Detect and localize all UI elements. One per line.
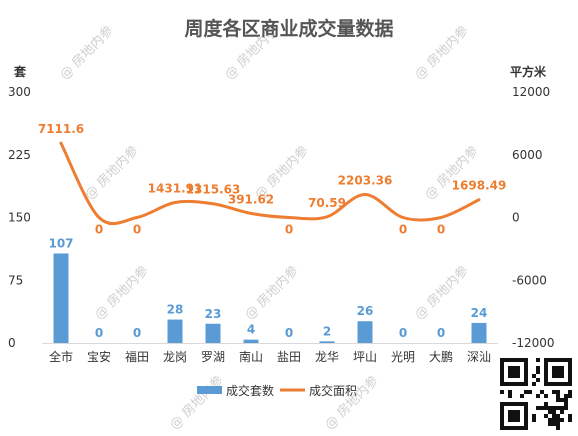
watermark-text: @ 房地内参 — [167, 373, 227, 433]
bar-value-label: 0 — [399, 326, 407, 340]
watermark-text: @ 房地内参 — [412, 263, 472, 323]
bar-龙岗 — [167, 319, 183, 343]
right-tick-label: -6000 — [512, 273, 547, 287]
right-tick-label: 0 — [512, 211, 520, 225]
line-value-label: 0 — [95, 223, 103, 237]
category-label: 坪山 — [353, 350, 377, 364]
right-tick-label: 12000 — [512, 85, 550, 99]
bar-value-label: 4 — [247, 323, 255, 337]
right-axis-unit: 平方米 — [510, 64, 547, 79]
left-axis-unit: 套 — [13, 64, 27, 79]
bar-value-label: 2 — [323, 324, 331, 338]
category-label: 龙华 — [315, 350, 339, 364]
bar-value-label: 0 — [95, 326, 103, 340]
bar-南山 — [243, 339, 259, 343]
bar-value-label: 0 — [437, 326, 445, 340]
bar-深汕 — [471, 322, 487, 343]
line-value-label: 0 — [437, 223, 445, 237]
line-value-label: 2203.36 — [338, 173, 393, 187]
left-tick-label: 300 — [8, 85, 31, 99]
category-label: 光明 — [391, 350, 415, 364]
category-label: 盐田 — [277, 350, 301, 364]
legend: 成交套数 成交面积 — [197, 383, 357, 398]
left-tick-label: 0 — [8, 336, 16, 350]
area-series-line — [59, 141, 481, 226]
category-label: 龙岗 — [163, 350, 187, 364]
bar-value-label: 26 — [357, 304, 374, 318]
right-tick-label: -12000 — [512, 336, 555, 350]
bar-value-label: 107 — [48, 236, 73, 250]
bar-value-label: 24 — [471, 306, 488, 320]
legend-line-label: 成交面积 — [309, 383, 357, 398]
line-value-label: 0 — [133, 223, 141, 237]
chart-title: 周度各区商业成交量数据 — [184, 17, 393, 40]
category-label: 全市 — [49, 349, 73, 364]
line-value-label: 0 — [399, 223, 407, 237]
category-label: 罗湖 — [201, 349, 225, 364]
watermark-text: @ 房地内参 — [412, 23, 472, 83]
legend-bar-label: 成交套数 — [226, 383, 274, 398]
bar-value-label: 0 — [133, 326, 141, 340]
category-label: 福田 — [125, 349, 149, 364]
left-tick-label: 150 — [8, 211, 31, 225]
line-value-label: 391.62 — [228, 192, 274, 206]
bar-罗湖 — [205, 323, 221, 343]
category-label: 宝安 — [87, 349, 111, 364]
watermark-text: @ 房地内参 — [92, 263, 152, 323]
bar-龙华 — [319, 341, 335, 343]
watermark-text: @ 房地内参 — [322, 373, 382, 433]
line-value-label: 0 — [285, 223, 293, 237]
bar-全市 — [53, 253, 69, 343]
left-tick-label: 75 — [8, 273, 23, 287]
category-label: 大鹏 — [429, 350, 453, 364]
watermark-text: @ 房地内参 — [242, 263, 302, 323]
watermark-text: @ 房地内参 — [82, 143, 142, 203]
right-tick-label: 6000 — [512, 148, 543, 162]
line-value-label: 1431.91 — [148, 182, 203, 196]
line-value-label: 1698.49 — [452, 179, 507, 193]
bar-坪山 — [357, 321, 373, 343]
category-label: 南山 — [239, 349, 263, 364]
line-value-label: 7111.6 — [38, 122, 84, 136]
line-value-label: 1315.63 — [186, 183, 241, 197]
legend-bar-swatch — [197, 386, 222, 394]
line-value-label: 70.59 — [308, 196, 346, 210]
watermark-text: @ 房地内参 — [57, 23, 117, 83]
watermark-text: @ 房地内参 — [422, 143, 482, 203]
qr-code-image — [500, 358, 572, 430]
left-tick-label: 225 — [8, 148, 31, 162]
bar-value-label: 28 — [167, 303, 184, 317]
bar-value-label: 0 — [285, 326, 293, 340]
category-label: 深汕 — [467, 350, 491, 364]
bar-value-label: 23 — [205, 307, 222, 321]
